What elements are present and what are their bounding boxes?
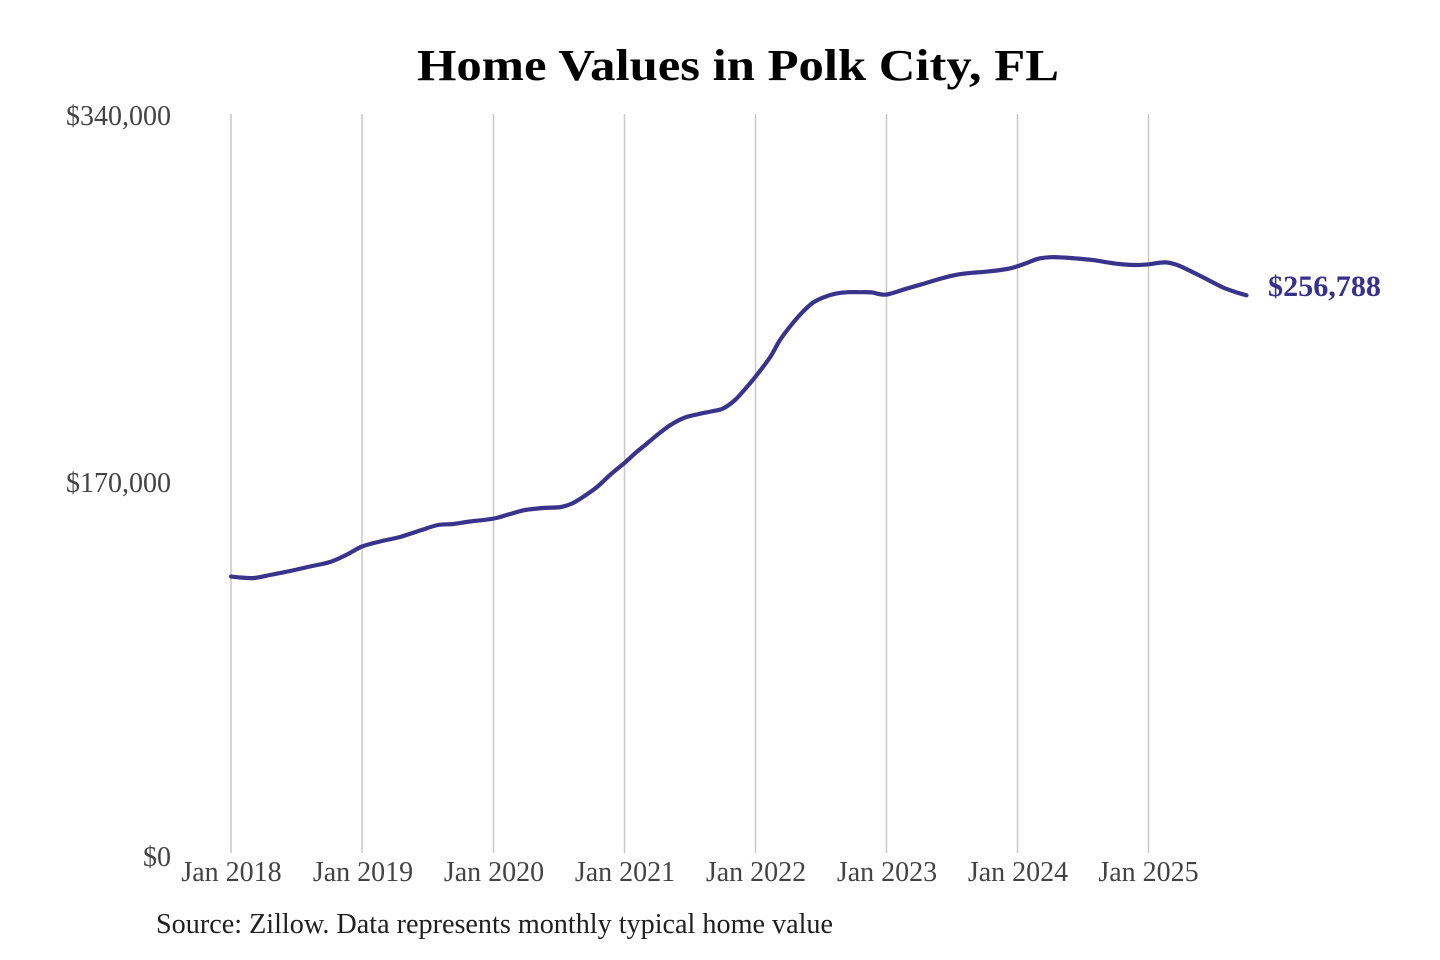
svg-text:Source: Zillow. Data represent: Source: Zillow. Data represents monthly … bbox=[156, 909, 833, 940]
svg-text:Home Values in Polk City, FL: Home Values in Polk City, FL bbox=[417, 41, 1059, 90]
svg-text:Jan 2018: Jan 2018 bbox=[181, 857, 281, 888]
svg-text:Jan 2022: Jan 2022 bbox=[706, 857, 806, 888]
svg-text:$170,000: $170,000 bbox=[66, 468, 171, 499]
svg-text:$0: $0 bbox=[143, 842, 171, 873]
svg-text:Jan 2025: Jan 2025 bbox=[1098, 857, 1198, 888]
svg-text:Jan 2020: Jan 2020 bbox=[444, 857, 544, 888]
svg-text:Jan 2019: Jan 2019 bbox=[313, 857, 413, 888]
svg-text:$256,788: $256,788 bbox=[1268, 270, 1381, 303]
svg-text:Jan 2024: Jan 2024 bbox=[968, 857, 1068, 888]
svg-text:$340,000: $340,000 bbox=[66, 101, 171, 132]
svg-text:Jan 2023: Jan 2023 bbox=[837, 857, 937, 888]
svg-text:Jan 2021: Jan 2021 bbox=[575, 857, 675, 888]
